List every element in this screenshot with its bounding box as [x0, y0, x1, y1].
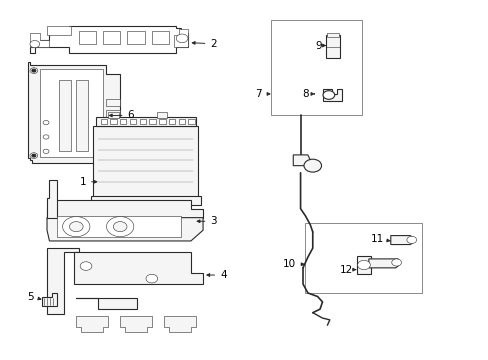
- Text: 7: 7: [254, 89, 269, 99]
- Polygon shape: [47, 26, 71, 35]
- Circle shape: [62, 217, 90, 237]
- Polygon shape: [47, 180, 57, 218]
- Polygon shape: [322, 89, 341, 101]
- Polygon shape: [76, 298, 137, 309]
- Polygon shape: [40, 69, 103, 157]
- Circle shape: [106, 217, 134, 237]
- Polygon shape: [293, 155, 310, 166]
- Bar: [157, 112, 167, 118]
- Bar: [168, 119, 175, 125]
- Polygon shape: [390, 235, 412, 244]
- Bar: [130, 119, 136, 125]
- Polygon shape: [105, 110, 120, 117]
- Circle shape: [323, 91, 334, 99]
- Bar: [178, 119, 184, 125]
- Circle shape: [30, 153, 38, 158]
- Circle shape: [406, 236, 416, 243]
- Polygon shape: [47, 248, 79, 315]
- Bar: [305, 223, 422, 293]
- Text: 11: 11: [370, 234, 389, 244]
- Circle shape: [43, 149, 49, 153]
- Circle shape: [32, 69, 36, 72]
- Circle shape: [43, 121, 49, 125]
- Circle shape: [80, 262, 92, 270]
- Bar: [57, 216, 181, 237]
- Bar: [188, 119, 194, 125]
- Bar: [152, 31, 168, 44]
- Polygon shape: [47, 200, 203, 218]
- Polygon shape: [47, 218, 203, 241]
- Bar: [103, 31, 120, 44]
- Bar: [101, 119, 107, 125]
- Bar: [93, 126, 198, 198]
- Bar: [110, 119, 117, 125]
- Bar: [149, 119, 156, 125]
- Text: 4: 4: [206, 270, 226, 280]
- Bar: [159, 119, 165, 125]
- Circle shape: [30, 68, 38, 73]
- Polygon shape: [76, 316, 108, 332]
- Polygon shape: [120, 316, 152, 332]
- Circle shape: [69, 222, 83, 231]
- Circle shape: [304, 159, 321, 172]
- Circle shape: [32, 154, 36, 157]
- Circle shape: [43, 135, 49, 139]
- Polygon shape: [173, 30, 188, 47]
- Circle shape: [146, 274, 158, 283]
- Text: 9: 9: [315, 41, 325, 50]
- Bar: [91, 196, 200, 205]
- Text: 10: 10: [282, 259, 304, 269]
- Polygon shape: [30, 33, 49, 47]
- Text: 1: 1: [79, 177, 97, 187]
- Circle shape: [357, 260, 369, 270]
- Bar: [326, 35, 339, 58]
- Bar: [96, 117, 195, 126]
- Bar: [108, 112, 119, 118]
- Text: 3: 3: [197, 216, 217, 226]
- Text: 5: 5: [27, 292, 41, 302]
- Bar: [356, 256, 370, 274]
- Text: 12: 12: [339, 265, 355, 275]
- Polygon shape: [368, 259, 397, 268]
- Bar: [76, 80, 88, 151]
- Polygon shape: [105, 99, 120, 107]
- Bar: [120, 119, 126, 125]
- Bar: [79, 31, 96, 44]
- Circle shape: [113, 222, 127, 231]
- Polygon shape: [74, 252, 203, 284]
- Text: 8: 8: [302, 89, 314, 99]
- Polygon shape: [105, 132, 120, 139]
- Bar: [327, 33, 338, 37]
- Polygon shape: [105, 121, 120, 128]
- Circle shape: [391, 259, 401, 266]
- Bar: [59, 80, 71, 151]
- Circle shape: [30, 41, 40, 48]
- Text: 6: 6: [109, 111, 134, 121]
- Polygon shape: [163, 316, 195, 332]
- Bar: [127, 31, 144, 44]
- Polygon shape: [27, 62, 120, 163]
- Circle shape: [176, 34, 187, 42]
- Polygon shape: [42, 293, 57, 306]
- Polygon shape: [30, 26, 188, 53]
- Bar: [271, 21, 361, 116]
- Text: 2: 2: [192, 39, 217, 49]
- Bar: [140, 119, 146, 125]
